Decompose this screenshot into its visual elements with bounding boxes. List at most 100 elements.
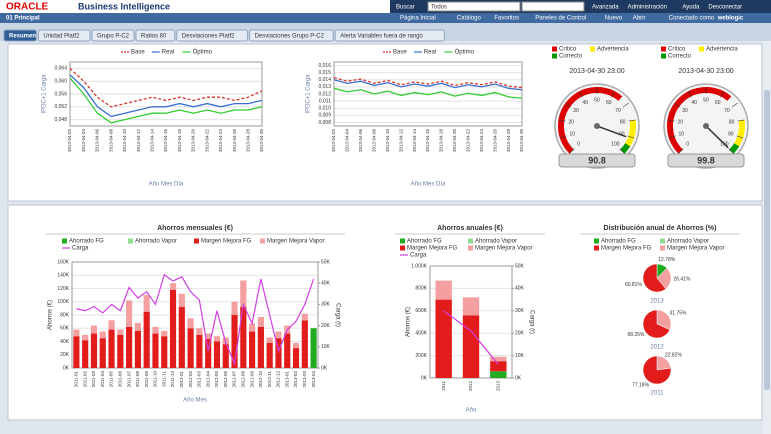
header-link[interactable]: Ayuda — [682, 5, 700, 11]
gauge-tick — [611, 91, 615, 98]
x-tick-label: 2011-03 — [91, 371, 96, 388]
tab[interactable] — [334, 29, 445, 42]
legend-label: Advertencia — [597, 47, 629, 53]
tab[interactable] — [249, 29, 334, 42]
bar-segment — [462, 297, 480, 316]
x-tick-label: 2013-04-12 — [136, 129, 141, 153]
legend-label: Ahorrado Vapor — [135, 239, 177, 245]
bar-segment — [205, 333, 212, 339]
nav-link[interactable]: Nuevo — [605, 16, 623, 22]
nav-bar — [0, 13, 771, 23]
x-tick-label: 2013-01 — [284, 371, 289, 388]
y-tick-label: 60K — [60, 326, 70, 332]
gauge-tick — [688, 91, 692, 98]
legend-label: Real — [162, 50, 174, 56]
tab-label: Unidad Platf2 — [43, 34, 80, 40]
legend-label: Advertencia — [706, 47, 738, 53]
bar-segment — [196, 334, 203, 368]
header-link[interactable]: Desconectar — [708, 5, 742, 11]
tab[interactable] — [176, 29, 249, 42]
nav-link[interactable]: Catálogo — [457, 16, 482, 22]
bar-segment — [257, 316, 264, 327]
header-link[interactable]: Avanzada — [592, 5, 619, 11]
tab-label: Desviaciones Grupo P-C2 — [255, 34, 325, 40]
bar-segment — [435, 299, 452, 378]
bar-segment — [213, 341, 221, 368]
bar-segment — [462, 315, 480, 378]
series-line — [333, 77, 523, 89]
legend-swatch — [594, 245, 599, 251]
gauge-tick-label: 0 — [577, 142, 580, 148]
y-tick-label: 0,052 — [54, 104, 67, 110]
gauge-tick-label: 10 — [678, 131, 684, 137]
nav-link[interactable]: Favoritos — [494, 16, 519, 22]
x-tick-label: 2012-01 — [179, 371, 184, 388]
gauge-hub — [594, 123, 600, 129]
bar-segment — [169, 283, 177, 290]
pie-label: 22.82% — [665, 352, 683, 358]
x-tick-label: 2013-04 — [311, 371, 316, 388]
x-tick-label: 2012-02 — [188, 371, 193, 388]
bar-segment — [73, 329, 80, 337]
search-input[interactable] — [521, 1, 585, 12]
gauge-band — [625, 119, 636, 147]
gauge-tick — [565, 102, 572, 108]
x-tick-label: 2011-06 — [118, 371, 123, 388]
x-tick-label: 2013-04-08 — [371, 129, 376, 153]
tab[interactable] — [91, 29, 135, 42]
legend-swatch — [661, 53, 666, 59]
y2-tick-label: 30K — [321, 302, 331, 308]
gauge-tick — [731, 102, 738, 108]
y-tick-label: 0,016 — [318, 63, 331, 69]
bar-segment — [310, 328, 317, 368]
gauge-tick — [667, 119, 675, 122]
x-tick-label: 2013-04-24 — [479, 129, 484, 153]
legend-label: Ahorrado FG — [407, 239, 442, 245]
gauge-tick-label: 20 — [678, 119, 684, 125]
bar-segment — [490, 361, 507, 372]
y2-tick-label: 10K — [515, 353, 525, 359]
bar-segment — [284, 333, 291, 368]
bar-segment — [108, 329, 115, 368]
tab[interactable] — [37, 29, 91, 42]
gauge-tick-label: 30 — [682, 108, 688, 114]
x-tick-label: 2013-04-14 — [412, 129, 417, 153]
user-name[interactable]: weblogic — [717, 16, 744, 22]
gauge-value: 99.8 — [697, 155, 715, 165]
gauge-value: 90.8 — [588, 155, 606, 165]
header-link[interactable]: Administración — [628, 5, 667, 11]
search-scope[interactable] — [427, 1, 521, 12]
pie-label: 60.81% — [625, 282, 643, 288]
x-tick-label: 2011-02 — [82, 371, 87, 388]
nav-link[interactable]: Paneles de Control — [535, 16, 586, 22]
tab[interactable] — [3, 29, 37, 42]
y2-tick-label: 0K — [515, 375, 522, 381]
tab[interactable] — [135, 29, 176, 42]
value-box — [667, 153, 745, 168]
legend-label: Carga — [72, 246, 89, 252]
x-tick-label: 2012-08 — [241, 371, 246, 388]
value-box — [558, 153, 636, 168]
scroll-thumb[interactable] — [764, 90, 770, 390]
bar-segment — [117, 329, 124, 335]
x-tick-label: 2011-04 — [100, 371, 105, 388]
gauge-tick — [558, 119, 566, 122]
y-tick-label: 0,048 — [54, 117, 67, 123]
legend-swatch — [400, 238, 405, 244]
nav-link[interactable]: Página Inicial — [400, 16, 436, 22]
x-tick-label: 2013-04-02 — [331, 129, 336, 153]
bar-segment — [275, 331, 282, 339]
x-axis-label: Año Mes Día — [411, 182, 446, 188]
x-tick-label: 2013-02 — [293, 371, 298, 388]
y-tick-label: 0K — [421, 375, 428, 381]
nav-link[interactable]: Abrir — [633, 16, 646, 22]
gauge-tick-label: 50 — [594, 97, 600, 103]
x-tick-label: 2013-04-24 — [218, 129, 223, 153]
bar-segment — [292, 342, 300, 349]
y2-tick-label: 20K — [321, 323, 331, 329]
x-tick-label: 2013-04-06 — [358, 129, 363, 153]
gauge-tick-label: 90 — [728, 131, 734, 137]
x-tick-label: 2013-04-10 — [385, 129, 390, 153]
gauge-tick — [728, 148, 734, 154]
